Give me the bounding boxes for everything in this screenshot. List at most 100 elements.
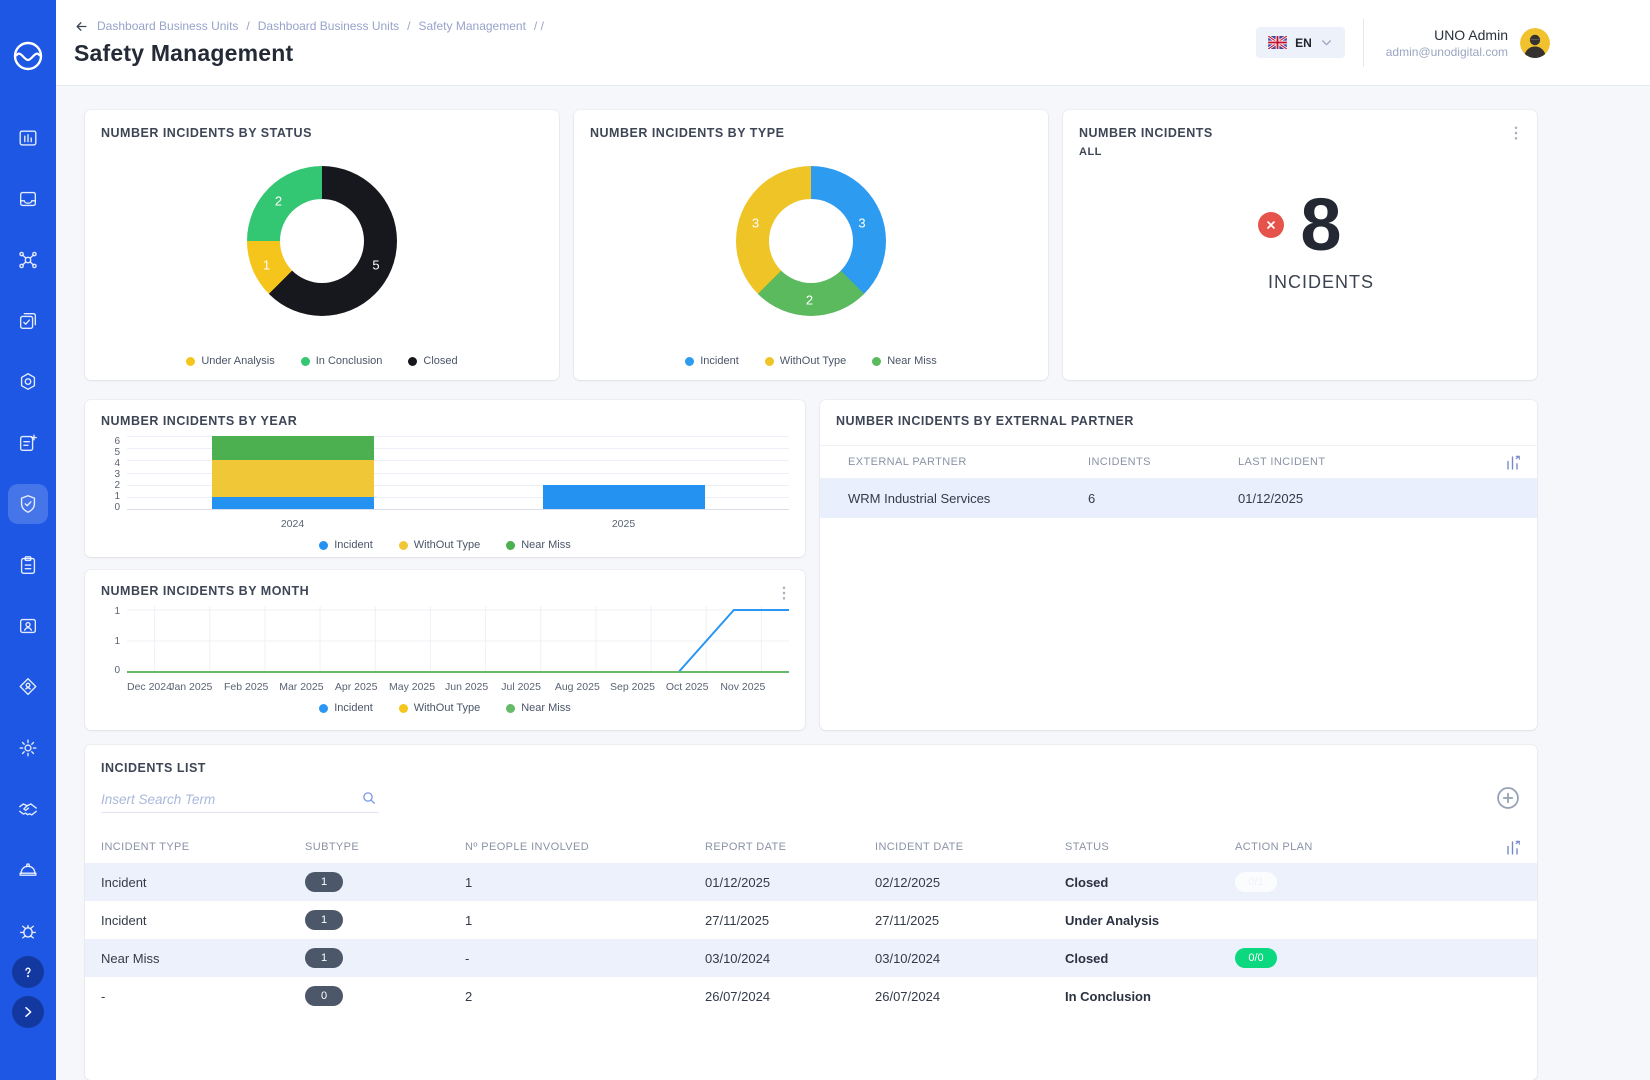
- x-tick-label: Jun 2025: [445, 681, 488, 693]
- legend-item[interactable]: WithOut Type: [765, 355, 846, 367]
- contacts-folder-icon: [17, 615, 39, 637]
- chart-legend: Incident WithOut Type Near Miss: [101, 539, 789, 551]
- sidebar-item-assets[interactable]: [8, 545, 48, 585]
- table-row[interactable]: Near Miss 1 - 03/10/2024 03/10/2024 Clos…: [85, 939, 1537, 977]
- month-line-chart[interactable]: [127, 606, 789, 676]
- card-title: NUMBER INCIDENTS BY MONTH: [101, 584, 789, 598]
- sidebar-item-configuration[interactable]: [8, 362, 48, 402]
- chart-legend: Under Analysis In Conclusion Closed: [85, 355, 559, 367]
- sidebar-item-contacts[interactable]: [8, 606, 48, 646]
- table-row[interactable]: WRM Industrial Services 6 01/12/2025: [820, 479, 1537, 518]
- card-subtitle: ALL: [1079, 146, 1521, 158]
- bar-2024[interactable]: [212, 436, 374, 509]
- column-header: INCIDENT TYPE: [101, 841, 305, 853]
- sidebar-item-dashboard[interactable]: [8, 118, 48, 158]
- sidebar-item-safety-management[interactable]: [8, 484, 48, 524]
- user-diamond-icon: [17, 676, 39, 698]
- legend-dot-icon: [399, 704, 408, 713]
- search-input[interactable]: [101, 787, 351, 811]
- x-tick-label: Apr 2025: [335, 681, 378, 693]
- sidebar-item-users[interactable]: [8, 667, 48, 707]
- column-header: ACTION PLAN: [1235, 841, 1497, 853]
- kebab-menu-button[interactable]: [1507, 124, 1525, 142]
- legend-item[interactable]: Incident: [685, 355, 739, 367]
- breadcrumb: Dashboard Business Units / Dashboard Bus…: [74, 19, 544, 34]
- legend-item[interactable]: Closed: [408, 355, 457, 367]
- incident-date-cell: 26/07/2024: [875, 989, 1065, 1004]
- app-logo-icon[interactable]: [10, 38, 46, 74]
- sidebar-item-integrations[interactable]: [8, 240, 48, 280]
- legend-dot-icon: [319, 541, 328, 550]
- dashboard-content: NUMBER INCIDENTS BY STATUS 5 1 2 Under A…: [56, 86, 1650, 1080]
- breadcrumb-link[interactable]: Dashboard Business Units: [258, 19, 399, 33]
- avatar[interactable]: [1520, 28, 1550, 58]
- sidebar-item-issues[interactable]: [8, 911, 48, 951]
- bar-2025[interactable]: [543, 436, 705, 509]
- legend-item[interactable]: In Conclusion: [301, 355, 383, 367]
- chart-view-toggle-button[interactable]: [1505, 839, 1523, 857]
- card-title: NUMBER INCIDENTS BY STATUS: [101, 126, 543, 140]
- donut-value-under-analysis: 1: [263, 258, 270, 273]
- legend-dot-icon: [872, 357, 881, 366]
- incident-date-cell: 03/10/2024: [875, 951, 1065, 966]
- incident-date-cell: 27/11/2025: [875, 913, 1065, 928]
- kebab-menu-button[interactable]: [775, 584, 793, 602]
- donut-value-incident: 3: [858, 216, 865, 231]
- legend-dot-icon: [685, 357, 694, 366]
- sidebar-item-inbox[interactable]: [8, 179, 48, 219]
- legend-dot-icon: [506, 541, 515, 550]
- legend-item[interactable]: Near Miss: [872, 355, 937, 367]
- card-incidents-by-month: NUMBER INCIDENTS BY MONTH 110 Dec 2024Ja…: [85, 570, 805, 730]
- sidebar: [0, 0, 56, 1080]
- card-title: NUMBER INCIDENTS: [1079, 126, 1521, 140]
- legend-item[interactable]: WithOut Type: [399, 539, 480, 551]
- hard-hat-icon: [17, 859, 39, 881]
- documents-icon: [17, 310, 39, 332]
- status-cell: Closed: [1065, 875, 1235, 890]
- sidebar-expand-button[interactable]: [12, 996, 44, 1028]
- people-involved-cell: -: [465, 951, 705, 966]
- status-cell: Under Analysis: [1065, 913, 1235, 928]
- search-icon[interactable]: [361, 790, 377, 806]
- table-row[interactable]: Incident 1 1 27/11/2025 27/11/2025 Under…: [85, 901, 1537, 939]
- legend-item[interactable]: Incident: [319, 702, 373, 714]
- report-date-cell: 26/07/2024: [705, 989, 875, 1004]
- table-row[interactable]: Incident 1 1 01/12/2025 02/12/2025 Close…: [85, 863, 1537, 901]
- legend-item[interactable]: Near Miss: [506, 702, 571, 714]
- language-selector[interactable]: EN: [1256, 27, 1345, 58]
- sidebar-item-documents[interactable]: [8, 301, 48, 341]
- subtype-badge: 1: [305, 948, 343, 968]
- incident-type-cell: -: [101, 989, 305, 1004]
- x-tick-label: Sep 2025: [610, 681, 655, 693]
- legend-dot-icon: [301, 357, 310, 366]
- legend-item[interactable]: Incident: [319, 539, 373, 551]
- legend-item[interactable]: Under Analysis: [186, 355, 274, 367]
- type-donut-chart[interactable]: 3 2 3: [736, 166, 886, 316]
- sidebar-item-safety-equipment[interactable]: [8, 850, 48, 890]
- shield-check-icon: [17, 493, 39, 515]
- x-tick-label: 2024: [281, 518, 304, 532]
- legend-dot-icon: [506, 704, 515, 713]
- table-row[interactable]: - 0 2 26/07/2024 26/07/2024 In Conclusio…: [85, 977, 1537, 1015]
- status-donut-chart[interactable]: 5 1 2: [247, 166, 397, 316]
- card-title: NUMBER INCIDENTS BY TYPE: [590, 126, 1032, 140]
- sidebar-item-partners[interactable]: [8, 789, 48, 829]
- year-bar-chart[interactable]: [127, 436, 789, 510]
- back-button[interactable]: [74, 19, 89, 34]
- column-header: INCIDENT DATE: [875, 841, 1065, 853]
- chart-view-toggle-button[interactable]: [1505, 454, 1523, 472]
- x-axis: Dec 2024Jan 2025Feb 2025Mar 2025Apr 2025…: [127, 681, 789, 695]
- breadcrumb-link[interactable]: Dashboard Business Units: [97, 19, 238, 33]
- legend-item[interactable]: Near Miss: [506, 539, 571, 551]
- help-button[interactable]: [12, 956, 44, 988]
- incident-type-cell: Incident: [101, 875, 305, 890]
- breadcrumb-link[interactable]: Safety Management: [419, 19, 526, 33]
- legend-item[interactable]: WithOut Type: [399, 702, 480, 714]
- hex-settings-icon: [17, 371, 39, 393]
- sidebar-item-new-record[interactable]: [8, 423, 48, 463]
- column-header: LAST INCIDENT: [1238, 456, 1497, 468]
- sidebar-item-settings[interactable]: [8, 728, 48, 768]
- x-tick-label: Nov 2025: [720, 681, 765, 693]
- language-code: EN: [1295, 36, 1312, 50]
- add-incident-button[interactable]: [1495, 785, 1521, 811]
